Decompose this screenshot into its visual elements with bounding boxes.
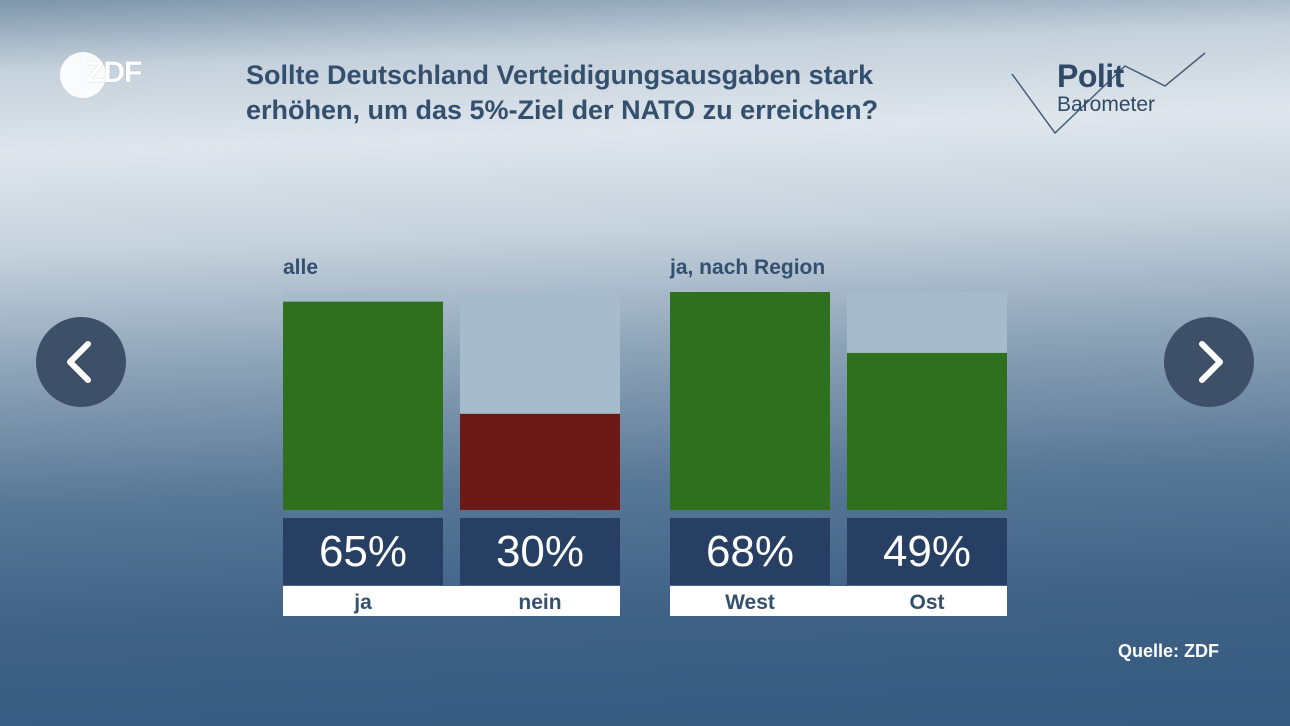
zdf-logo: ZDF	[60, 50, 160, 98]
group-label-alle: alle	[283, 256, 319, 279]
value-box-west	[670, 518, 830, 585]
bar-ja	[283, 301, 443, 510]
category-label-nein: nein	[518, 591, 561, 614]
zdf-logo-disc	[60, 52, 106, 98]
data-label-ja: 65%	[319, 527, 407, 576]
category-label-west: West	[725, 591, 775, 614]
politbarometer-logo-line2: Barometer	[1057, 93, 1156, 116]
previous-button[interactable]	[36, 317, 126, 407]
next-button[interactable]	[1164, 317, 1254, 407]
chevron-right-icon	[1199, 341, 1223, 383]
chevron-left-icon	[67, 341, 91, 383]
bar-ost	[847, 352, 1007, 510]
category-label-ja: ja	[353, 591, 372, 614]
bar-nein	[460, 413, 620, 510]
value-box-nein	[460, 518, 620, 585]
data-label-nein: 30%	[496, 527, 584, 576]
data-label-ost: 49%	[883, 527, 971, 576]
chart-title: Sollte Deutschland Verteidigungsausgaben…	[246, 60, 879, 125]
zdf-logo-text: ZDF	[86, 56, 142, 89]
data-label-west: 68%	[706, 527, 794, 576]
politbarometer-logo: Polit Barometer	[1005, 48, 1215, 138]
group-label-region: ja, nach Region	[670, 256, 826, 279]
politbarometer-logo-line1: Polit	[1057, 58, 1124, 94]
value-box-ost	[847, 518, 1007, 585]
category-label-ost: Ost	[909, 591, 944, 614]
value-box-ja	[283, 518, 443, 585]
source-note: Quelle: ZDF	[1118, 641, 1220, 661]
label-strip-alle	[283, 586, 620, 616]
label-strip-region	[670, 586, 1007, 616]
politbarometer-zigzag-icon	[1011, 52, 1206, 135]
bar-west	[670, 292, 830, 510]
